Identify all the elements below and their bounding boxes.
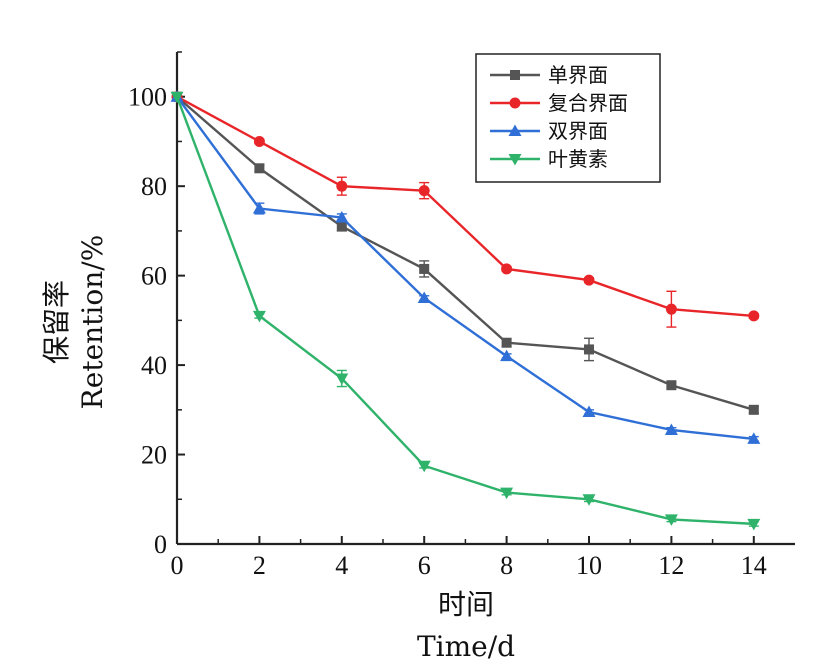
y-axis-title-cn: 保留率 <box>40 280 73 364</box>
data-point-triangle-down <box>664 514 678 526</box>
legend-label: 叶黄素 <box>548 147 608 171</box>
data-point-triangle-up <box>664 423 678 435</box>
legend-item: 单界面 <box>490 63 608 87</box>
data-point-triangle-down <box>747 518 761 531</box>
data-point-triangle-up <box>500 349 514 362</box>
x-axis-title-en: Time/d <box>417 630 515 663</box>
series-group <box>170 91 761 531</box>
x-tick-label: 12 <box>658 551 684 580</box>
data-point-triangle-up <box>508 124 522 136</box>
y-tick-label: 20 <box>141 441 167 470</box>
x-tick-label: 6 <box>418 551 431 580</box>
legend-label: 复合界面 <box>548 91 628 115</box>
data-point-square <box>510 70 520 80</box>
legend-item: 双界面 <box>490 119 608 143</box>
data-point-triangle-down <box>500 487 514 500</box>
data-point-triangle-up <box>582 405 596 418</box>
data-point-square <box>501 337 512 348</box>
series-line <box>176 95 754 318</box>
data-point-triangle-down <box>252 310 266 323</box>
legend-item: 叶黄素 <box>490 147 608 171</box>
data-point-square <box>419 263 430 274</box>
data-point-circle <box>336 180 348 192</box>
data-point-triangle-up <box>335 210 349 223</box>
data-point-triangle-down <box>417 460 431 473</box>
data-point-circle <box>418 185 430 197</box>
series-line <box>176 95 755 411</box>
data-point-square <box>748 404 759 415</box>
axes <box>175 52 795 546</box>
data-point-triangle-up <box>747 432 761 444</box>
x-tick-label: 10 <box>576 551 602 580</box>
series-group <box>170 90 761 444</box>
data-point-square <box>336 221 347 232</box>
series-group <box>171 91 760 328</box>
legend-label: 单界面 <box>548 63 608 87</box>
data-point-circle <box>501 263 513 275</box>
data-point-square <box>584 344 594 355</box>
x-axis-title-cn: 时间 <box>438 588 494 621</box>
x-tick-label: 2 <box>253 551 266 580</box>
y-tick-label: 40 <box>141 351 167 380</box>
data-point-circle <box>665 303 677 315</box>
data-point-circle <box>748 310 760 322</box>
x-tick-label: 14 <box>741 551 767 580</box>
data-point-square <box>666 380 677 391</box>
y-tick-label: 100 <box>128 83 167 112</box>
series-group <box>172 91 759 415</box>
x-tick-label: 0 <box>171 551 184 580</box>
data-point-triangle-down <box>170 91 184 104</box>
data-point-triangle-down <box>335 373 349 386</box>
data-point-circle <box>583 274 595 286</box>
y-tick-label: 0 <box>154 530 167 559</box>
data-point-circle <box>253 135 265 147</box>
data-point-triangle-up <box>417 291 431 303</box>
data-point-square <box>254 163 265 174</box>
data-point-triangle-down <box>508 154 522 166</box>
legend-item: 复合界面 <box>490 91 628 115</box>
series-line <box>176 96 754 441</box>
ticks: 0 2 4 6 8 10 12 14 0 20 40 60 80 100 <box>128 51 767 580</box>
y-axis-title-en: Retention/% <box>76 235 109 410</box>
y-tick-label: 60 <box>141 262 167 291</box>
x-tick-label: 8 <box>500 551 513 580</box>
data-point-triangle-down <box>582 494 596 506</box>
data-point-circle <box>509 97 521 109</box>
legend-label: 双界面 <box>548 119 608 143</box>
x-tick-label: 4 <box>335 551 348 580</box>
series-line <box>175 96 754 526</box>
data-point-triangle-up <box>252 202 266 214</box>
y-tick-label: 80 <box>141 172 167 201</box>
series-layer <box>170 90 761 531</box>
